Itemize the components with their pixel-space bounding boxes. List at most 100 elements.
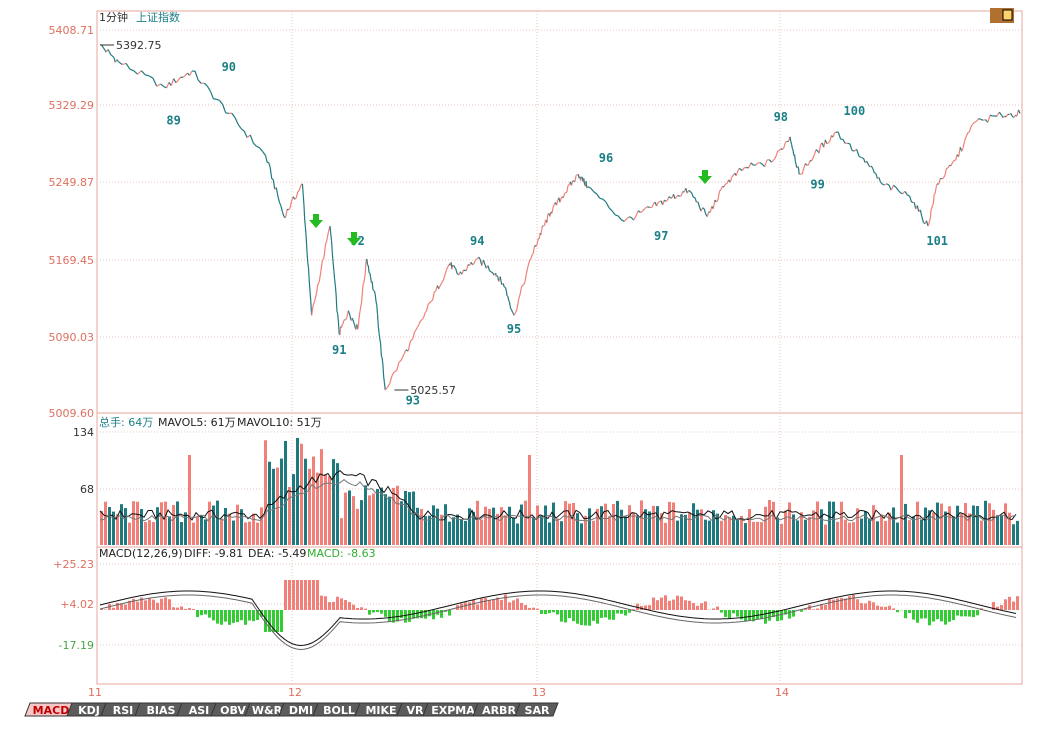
- volume-bar: [676, 520, 679, 545]
- volume-bar: [248, 521, 251, 545]
- volume-bar: [460, 519, 463, 545]
- macd-bar: [492, 599, 495, 610]
- tab-dmi[interactable]: DMI: [278, 702, 323, 717]
- volume-bar: [400, 501, 403, 545]
- price-segment: [482, 259, 486, 265]
- price-segment: [278, 201, 282, 207]
- price-segment: [564, 192, 567, 194]
- macd-bar: [268, 610, 271, 632]
- toolbar-icon[interactable]: [990, 8, 1014, 23]
- price-tick: 5009.60: [49, 407, 95, 420]
- price-segment: [566, 185, 569, 193]
- price-segment: [108, 51, 112, 55]
- volume-bar: [820, 509, 823, 545]
- macd-bar: [544, 610, 547, 615]
- price-segment: [858, 155, 862, 159]
- volume-bar: [924, 507, 927, 545]
- macd-bar: [876, 605, 879, 610]
- tab-boll[interactable]: BOLL: [312, 702, 365, 717]
- volume-bar: [828, 501, 831, 545]
- volume-bar: [788, 502, 791, 545]
- tab-vr[interactable]: VR: [396, 702, 433, 717]
- tab-sar[interactable]: SAR: [514, 702, 559, 717]
- volume-bar: [140, 509, 143, 545]
- volume-bar: [844, 519, 847, 545]
- price-segment: [562, 193, 566, 198]
- instrument-label[interactable]: 上证指数: [136, 10, 180, 24]
- tab-arbr[interactable]: ARBR: [472, 702, 525, 717]
- macd-bar: [600, 610, 603, 618]
- price-segment: [856, 149, 860, 157]
- macd-bar: [100, 608, 103, 610]
- macd-bar: [432, 610, 435, 620]
- volume-bar: [864, 511, 867, 545]
- macd-bar: [608, 610, 611, 620]
- volume-bar: [876, 521, 879, 545]
- macd-bar: [192, 608, 195, 610]
- volume-bar: [912, 516, 915, 545]
- volume-bar: [392, 487, 395, 545]
- tab-mike[interactable]: MIKE: [354, 702, 407, 717]
- price-segment: [504, 287, 507, 292]
- macd-bar: [1008, 596, 1011, 610]
- volume-bar: [884, 520, 887, 545]
- volume-bar: [432, 505, 435, 545]
- price-segment: [453, 265, 456, 269]
- macd-bar: [668, 600, 671, 610]
- price-segment: [978, 118, 982, 121]
- tab-obv[interactable]: OBV: [210, 702, 255, 717]
- tab-wr[interactable]: W&R: [244, 702, 289, 717]
- volume-bar: [124, 508, 127, 545]
- wave-label: 97: [654, 229, 668, 243]
- price-segment: [133, 70, 138, 75]
- macd-bar: [356, 607, 359, 610]
- price-segment: [870, 165, 874, 169]
- macd-bar: [200, 610, 203, 616]
- price-segment: [540, 230, 543, 236]
- price-segment: [351, 317, 354, 321]
- price-segment: [527, 261, 530, 268]
- price-segment: [295, 191, 299, 199]
- price-segment: [931, 204, 934, 209]
- price-segment: [1017, 109, 1021, 114]
- tab-expma[interactable]: EXPMA: [422, 702, 483, 717]
- price-segment: [970, 124, 973, 128]
- macd-bar: [300, 580, 303, 610]
- macd-bar: [376, 610, 379, 613]
- volume-bar: [504, 515, 507, 545]
- price-segment: [863, 158, 866, 163]
- price-segment: [321, 257, 325, 261]
- tab-kdj[interactable]: KDJ: [66, 702, 111, 717]
- volume-bar: [272, 468, 275, 545]
- price-segment: [343, 319, 345, 321]
- volume-bar: [168, 516, 171, 545]
- volume-bar: [152, 522, 155, 545]
- price-segment: [886, 183, 890, 186]
- mavol10-line: [99, 478, 1017, 522]
- price-segment: [445, 266, 449, 270]
- price-segment: [311, 305, 314, 316]
- macd-bar: [216, 610, 219, 624]
- price-segment: [972, 122, 975, 125]
- volume-bar: [192, 522, 195, 545]
- price-segment: [501, 283, 503, 286]
- volume-bar: [116, 514, 119, 545]
- macd-bar: [296, 580, 299, 610]
- price-segment: [383, 376, 386, 383]
- macd-bar: [588, 610, 591, 626]
- macd-bar: [428, 610, 431, 617]
- volume-bar: [972, 505, 975, 545]
- macd-bar: [572, 610, 575, 622]
- price-segment: [525, 267, 529, 275]
- macd-bar: [264, 610, 267, 632]
- macd-bar: [240, 610, 243, 621]
- macd-dea-legend: DEA: -5.49: [248, 547, 306, 560]
- price-segment: [989, 114, 993, 117]
- volume-bar: [964, 502, 967, 545]
- price-segment: [740, 169, 743, 171]
- macd-bar: [320, 595, 323, 610]
- price-segment: [715, 199, 719, 203]
- period-label: 1分钟: [99, 10, 128, 24]
- price-segment: [197, 79, 202, 84]
